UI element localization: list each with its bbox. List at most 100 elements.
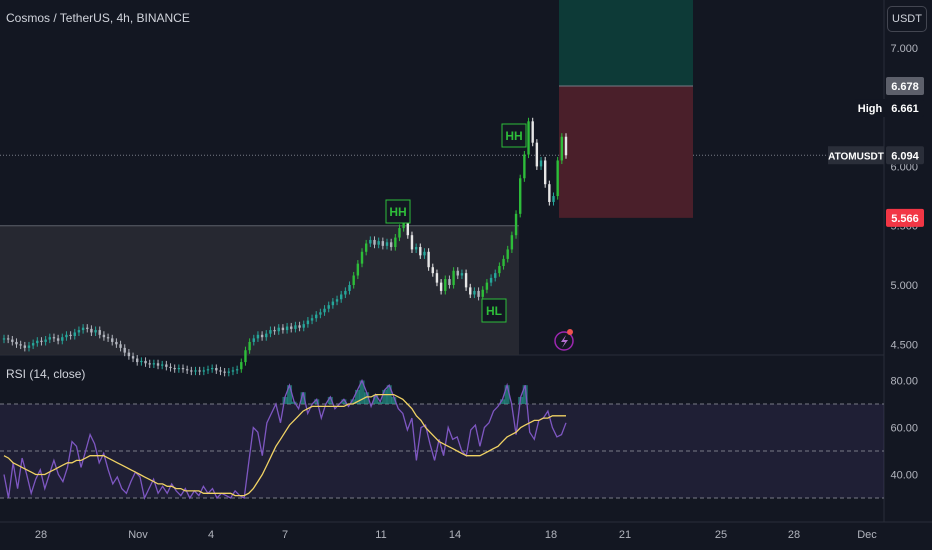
- candle-body: [290, 326, 293, 329]
- candle-body: [61, 337, 64, 341]
- price-tick-label: 5.000: [890, 280, 918, 292]
- candle-body: [315, 314, 318, 319]
- candle-body: [269, 330, 272, 334]
- time-tick-label: Nov: [128, 529, 148, 541]
- candle-body: [73, 332, 76, 336]
- candle-body: [81, 327, 85, 331]
- candle-body: [119, 344, 122, 348]
- candle-body: [185, 369, 189, 371]
- time-tick-label: 11: [375, 529, 386, 541]
- candle-body: [352, 275, 355, 285]
- candle-body: [535, 142, 539, 167]
- candle-body: [131, 356, 135, 359]
- candle-body: [527, 121, 530, 155]
- rsi-title: RSI (14, close): [6, 367, 86, 381]
- candle-body: [427, 251, 430, 268]
- rsi-pane: [0, 378, 884, 501]
- candle-body: [506, 249, 509, 259]
- candle-body: [335, 299, 339, 302]
- candle-body: [469, 287, 472, 295]
- candle-body: [227, 371, 230, 373]
- candle-body: [206, 369, 210, 371]
- candle-body: [294, 325, 297, 329]
- candle-body: [23, 345, 27, 348]
- candle-body: [489, 277, 493, 283]
- candle-body: [223, 371, 226, 373]
- hl-marker-label: HL: [486, 304, 502, 318]
- candle-body: [369, 239, 372, 244]
- rsi-tick-label: 60.00: [890, 423, 918, 435]
- candle-body: [148, 363, 151, 365]
- candle-body: [302, 324, 305, 328]
- candle-body: [389, 242, 393, 248]
- candle-body: [556, 160, 559, 197]
- candle-body: [177, 368, 181, 370]
- hh-marker-2-box: [501, 123, 527, 148]
- rsi-tick-label: 80.00: [890, 376, 918, 388]
- candle-body: [448, 279, 451, 285]
- high-price-tag: 6.661: [886, 99, 924, 118]
- candle-body: [160, 364, 164, 366]
- candle-body: [48, 337, 51, 340]
- currency-button[interactable]: USDT: [887, 6, 927, 32]
- candle-body: [510, 235, 514, 250]
- last-price-tag: 6.094: [886, 146, 924, 165]
- candle-body: [560, 136, 564, 161]
- candle-body: [381, 241, 385, 246]
- candle-body: [414, 247, 418, 250]
- candle-body: [460, 273, 464, 276]
- candle-body: [102, 334, 106, 338]
- time-tick-label: Dec: [857, 529, 877, 541]
- lightning-icon-dot: [567, 329, 573, 335]
- candle-body: [373, 239, 376, 245]
- candle-body: [86, 327, 89, 329]
- swing-markers: HH HH HL: [385, 123, 527, 323]
- symbol-title: Cosmos / TetherUS, 4h, BINANCE: [6, 11, 190, 25]
- candle-body: [356, 263, 360, 276]
- candle-body: [156, 363, 160, 366]
- candle-body: [11, 339, 14, 342]
- candle-body: [323, 308, 326, 313]
- candle-body: [94, 330, 97, 333]
- time-tick-label: 28: [788, 529, 800, 541]
- candle-body: [98, 330, 101, 335]
- hh-marker-1: HH: [385, 199, 411, 224]
- candle-body: [364, 243, 368, 252]
- candle-body: [543, 160, 547, 185]
- candle-body: [394, 237, 397, 248]
- entry-price-tag: 6.678: [886, 76, 924, 95]
- candle-body: [456, 270, 459, 276]
- candle-body: [219, 370, 222, 372]
- rsi-ma-line: [3, 393, 566, 497]
- candle-body: [106, 337, 110, 339]
- hl-marker-box: [481, 298, 507, 323]
- lightning-icon[interactable]: [554, 329, 574, 351]
- candle-body: [531, 121, 534, 143]
- hh-marker-2-label: HH: [505, 129, 522, 143]
- candle-body: [190, 370, 193, 372]
- candle-body: [19, 344, 22, 346]
- stop-price-tag-text: 5.566: [891, 213, 919, 225]
- candle-body: [431, 267, 434, 274]
- candle-body: [464, 273, 468, 288]
- time-tick-label: 4: [208, 529, 214, 541]
- stop-zone: [559, 85, 693, 218]
- candle-body: [169, 366, 172, 369]
- candle-body: [502, 258, 505, 267]
- rsi-line: [3, 378, 567, 501]
- candle-body: [15, 341, 18, 345]
- rsi-tick-label: 40.00: [890, 470, 918, 482]
- target-zone: [559, 0, 693, 86]
- candle-body: [514, 213, 518, 236]
- candle-body: [406, 219, 410, 236]
- candle-body: [477, 290, 480, 297]
- high-label-text: High: [858, 103, 883, 115]
- candle-body: [2, 338, 6, 340]
- candle-body: [27, 345, 31, 348]
- candle-body: [348, 285, 351, 291]
- candle-body: [519, 178, 522, 214]
- candle-body: [523, 154, 526, 179]
- hh-marker-1-box: [385, 199, 411, 224]
- candle-body: [402, 219, 405, 229]
